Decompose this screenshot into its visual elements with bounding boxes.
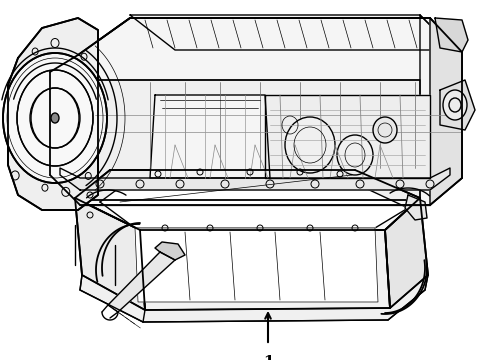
Ellipse shape bbox=[3, 53, 107, 183]
Ellipse shape bbox=[443, 90, 467, 120]
Polygon shape bbox=[100, 180, 408, 228]
Polygon shape bbox=[135, 228, 378, 302]
Polygon shape bbox=[75, 170, 420, 230]
Polygon shape bbox=[8, 18, 98, 210]
Polygon shape bbox=[435, 18, 468, 52]
Polygon shape bbox=[155, 242, 185, 260]
Polygon shape bbox=[108, 252, 175, 312]
Polygon shape bbox=[50, 18, 462, 205]
Ellipse shape bbox=[51, 113, 59, 123]
Polygon shape bbox=[80, 275, 428, 322]
Ellipse shape bbox=[285, 117, 335, 173]
Polygon shape bbox=[405, 195, 427, 220]
Polygon shape bbox=[265, 95, 430, 178]
Ellipse shape bbox=[337, 135, 373, 175]
Polygon shape bbox=[75, 198, 145, 310]
Polygon shape bbox=[60, 168, 450, 190]
Polygon shape bbox=[130, 15, 455, 50]
Polygon shape bbox=[80, 80, 420, 200]
Polygon shape bbox=[420, 15, 455, 180]
Polygon shape bbox=[150, 95, 270, 178]
Polygon shape bbox=[430, 18, 462, 205]
Polygon shape bbox=[385, 198, 428, 308]
Text: 1: 1 bbox=[263, 355, 273, 360]
Ellipse shape bbox=[373, 117, 397, 143]
Polygon shape bbox=[440, 80, 475, 130]
Polygon shape bbox=[140, 230, 390, 310]
